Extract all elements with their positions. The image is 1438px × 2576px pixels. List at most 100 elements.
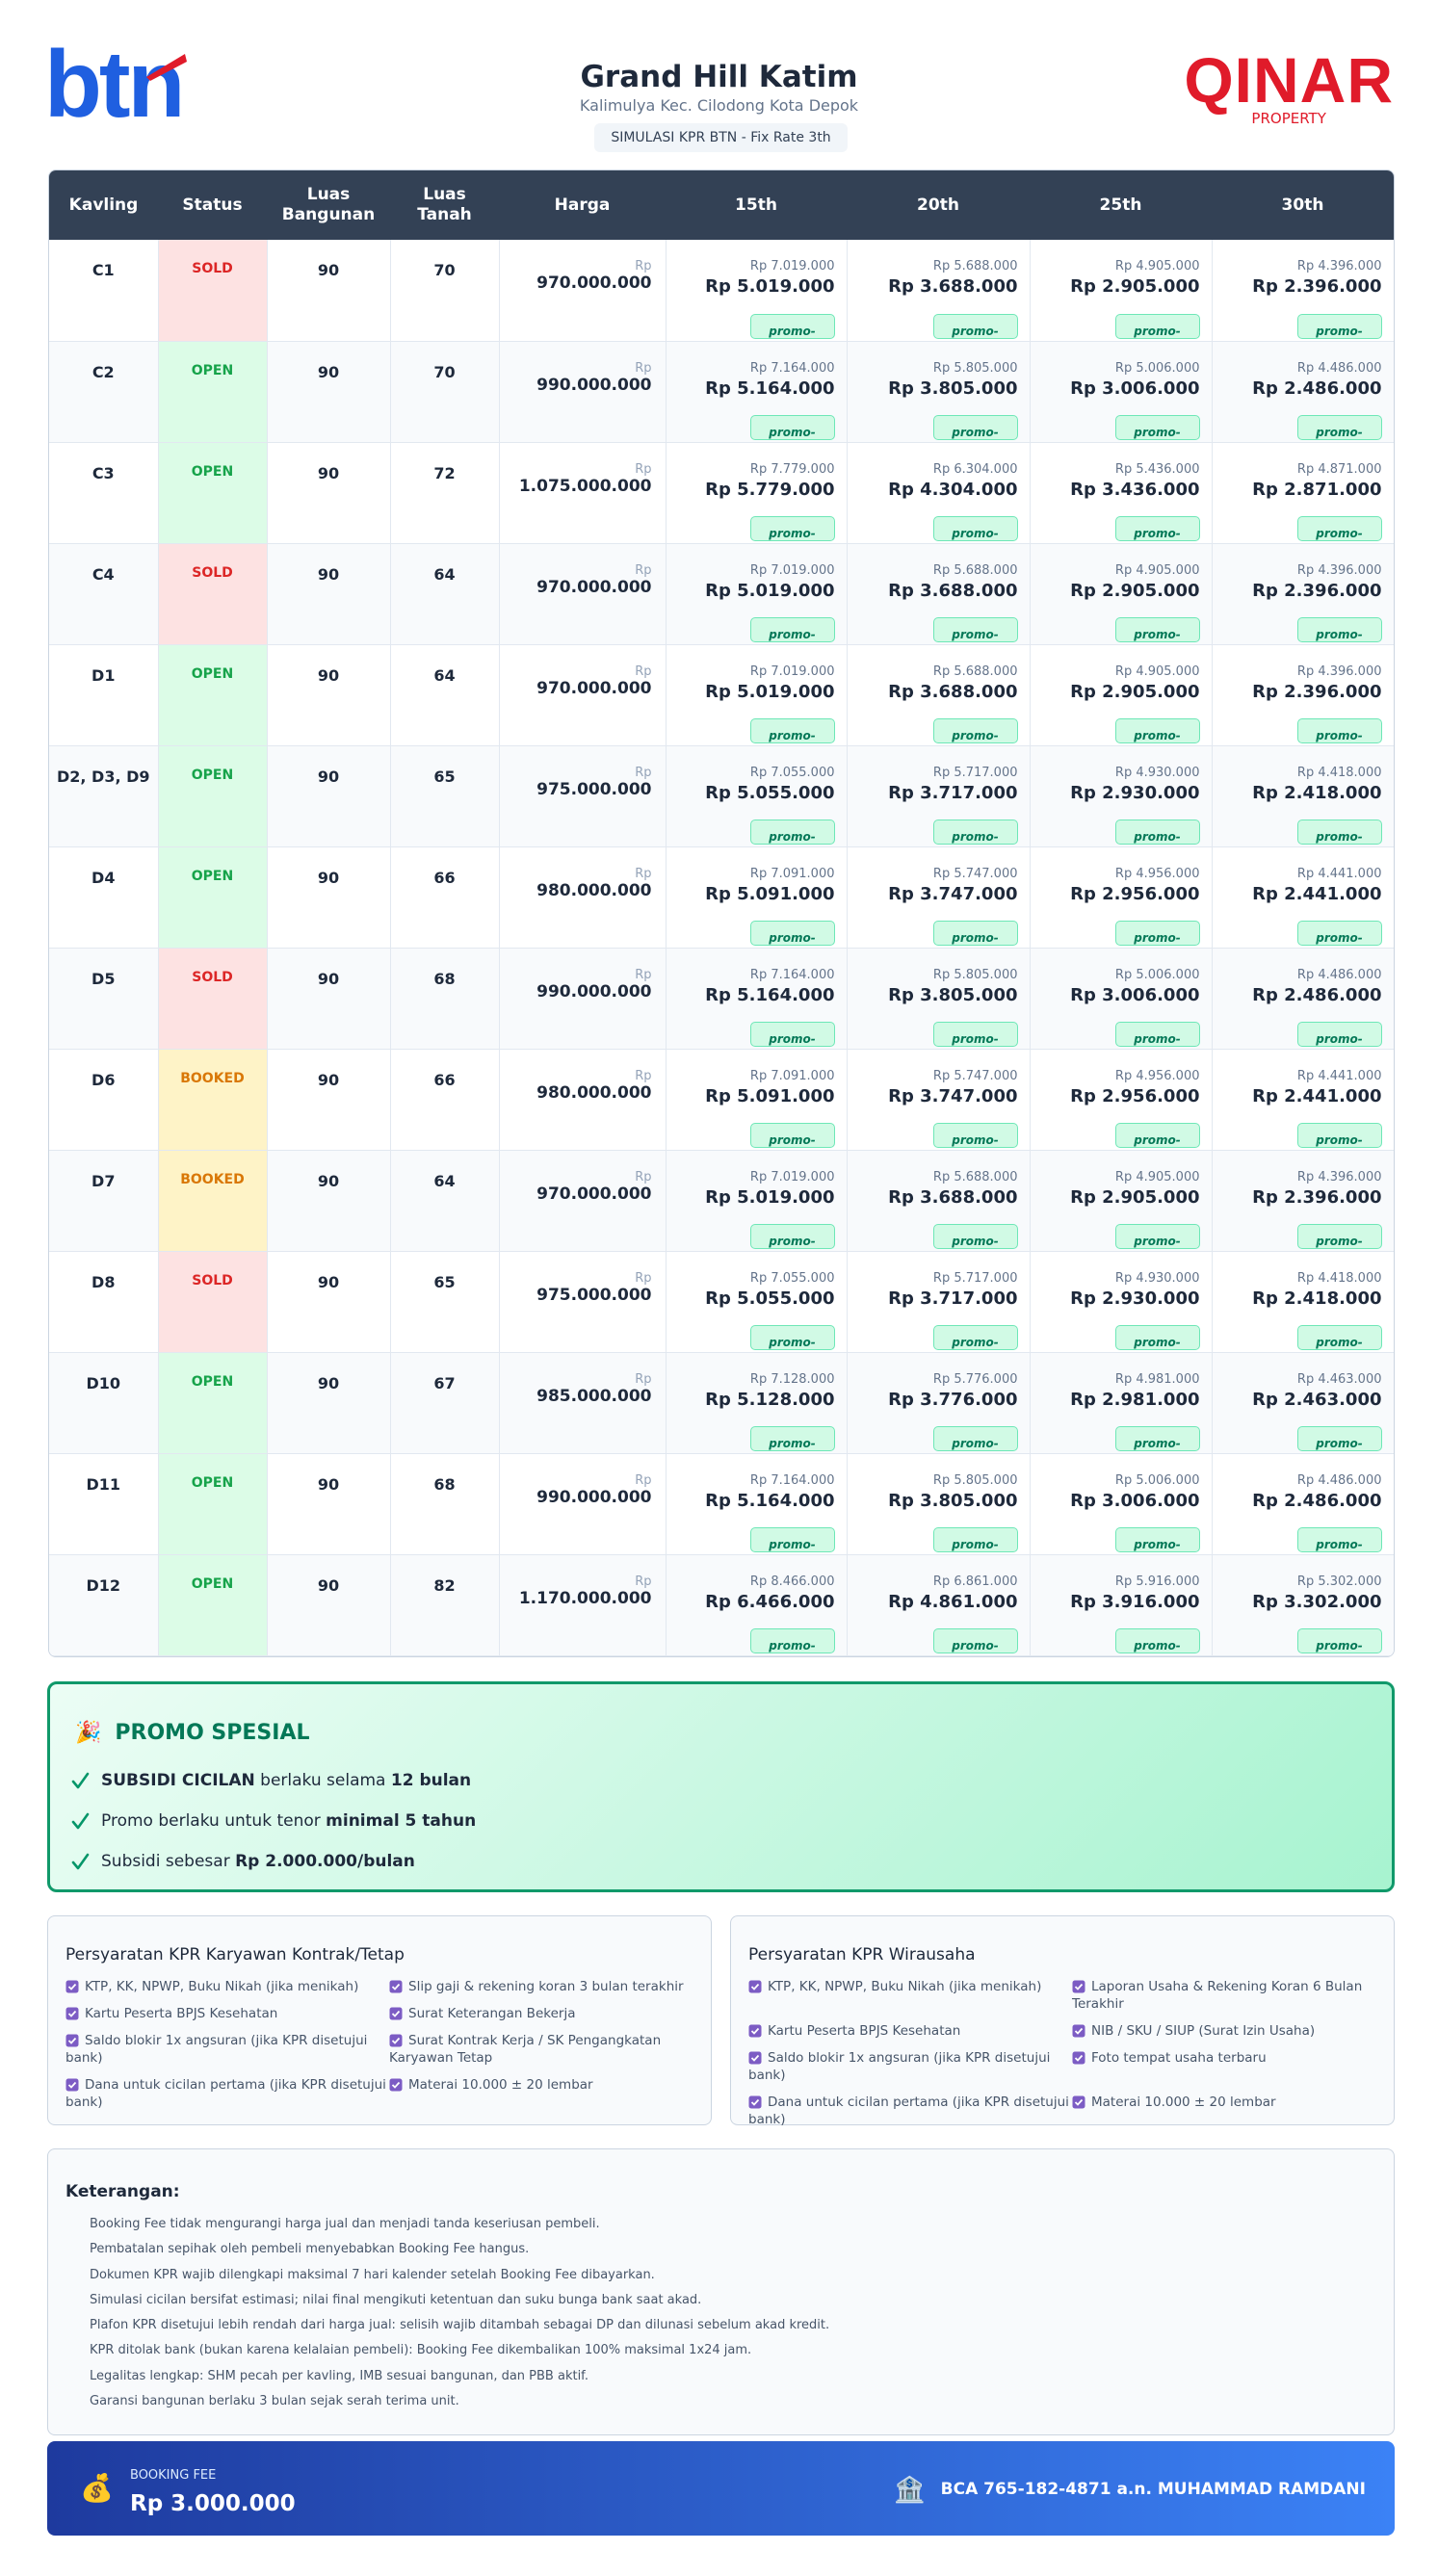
normal-installment: Rp 4.905.000 — [1114, 562, 1200, 578]
installment-cell: Rp 4.871.000 Rp 2.871.000 promo-12bln — [1212, 442, 1394, 544]
normal-installment: Rp 4.463.000 — [1296, 1371, 1382, 1387]
land-area-cell: 64 — [390, 1150, 500, 1252]
requirement-item: Surat Keterangan Bekerja — [389, 2005, 713, 2022]
status-cell: SOLD — [158, 948, 268, 1050]
normal-installment: Rp 5.006.000 — [1114, 967, 1200, 982]
price-cell: Rp 980.000.000 — [499, 1049, 667, 1151]
column-header: Kavling — [49, 170, 158, 240]
normal-installment: Rp 4.418.000 — [1296, 765, 1382, 780]
promo-badge: promo-12bln — [1114, 1021, 1200, 1047]
promo-text: Rp 2.000.000/bulan — [235, 1852, 415, 1871]
promo-badge: promo-12bln — [1296, 616, 1382, 642]
promo-badge: promo-12bln — [749, 1627, 835, 1653]
checkbox-icon — [1072, 1980, 1085, 1993]
land-area-cell: 70 — [390, 240, 500, 342]
requirement-item: KTP, KK, NPWP, Buku Nikah (jika menikah) — [65, 1978, 389, 1995]
promo-badge: promo-12bln — [1114, 1526, 1200, 1552]
kavling-cell: C3 — [49, 442, 159, 544]
promo-badge: promo-12bln — [932, 1021, 1018, 1047]
checkbox-icon — [389, 2034, 403, 2047]
price-currency: Rp — [635, 1270, 652, 1286]
normal-installment: Rp 7.779.000 — [749, 461, 835, 477]
booking-amount: Rp 3.000.000 — [130, 2491, 296, 2516]
checkbox-icon — [65, 1980, 79, 1993]
installment-cell: Rp 4.418.000 Rp 2.418.000 promo-12bln — [1212, 745, 1394, 847]
table-row: D12 OPEN 90 82 Rp 1.170.000.000 Rp 8.466.000 Rp… — [49, 1554, 1394, 1656]
requirements-title: Persyaratan KPR Karyawan Kontrak/Tetap — [65, 1945, 405, 1965]
promo-installment: Rp 4.861.000 — [888, 1591, 1018, 1612]
checkbox-icon — [748, 2095, 762, 2109]
installment-cell: Rp 7.019.000 Rp 5.019.000 promo-12bln — [666, 644, 848, 746]
promo-badge: promo-12bln — [749, 515, 835, 541]
checkbox-icon — [65, 2078, 79, 2092]
promo-installment: Rp 3.436.000 — [1070, 479, 1200, 500]
note-item: Booking Fee tidak mengurangi harga jual … — [90, 2217, 600, 2231]
promo-installment: Rp 2.905.000 — [1070, 580, 1200, 601]
requirement-item: Dana untuk cicilan pertama (jika KPR dis… — [748, 2094, 1072, 2128]
installment-cell: Rp 4.418.000 Rp 2.418.000 promo-12bln — [1212, 1251, 1394, 1353]
promo-badge: promo-12bln — [1114, 1627, 1200, 1653]
bank-account: 🏦 BCA 765-182-4871 a.n. MUHAMMAD RAMDANI — [894, 2476, 1366, 2505]
checkbox-icon — [65, 2034, 79, 2047]
normal-installment: Rp 4.396.000 — [1296, 562, 1382, 578]
requirement-item: Surat Kontrak Kerja / SK Pengangkatan Ka… — [389, 2032, 713, 2067]
price-cell: Rp 970.000.000 — [499, 240, 667, 342]
promo-badge: promo-12bln — [1114, 515, 1200, 541]
land-area-cell: 66 — [390, 846, 500, 949]
building-area-cell: 90 — [267, 644, 391, 746]
requirement-text: Laporan Usaha & Rekening Koran 6 Bulan T… — [1072, 1979, 1363, 2012]
installment-cell: Rp 5.436.000 Rp 3.436.000 promo-12bln — [1030, 442, 1213, 544]
status-cell: OPEN — [158, 1453, 268, 1555]
installment-cell: Rp 5.688.000 Rp 3.688.000 promo-12bln — [847, 1150, 1031, 1252]
check-icon — [71, 1853, 90, 1870]
normal-installment: Rp 5.805.000 — [932, 1472, 1018, 1488]
requirement-item: Foto tempat usaha terbaru — [1072, 2049, 1396, 2084]
installment-cell: Rp 4.956.000 Rp 2.956.000 promo-12bln — [1030, 846, 1213, 949]
installment-cell: Rp 8.466.000 Rp 6.466.000 promo-12bln — [666, 1554, 848, 1656]
installment-cell: Rp 5.688.000 Rp 3.688.000 promo-12bln — [847, 644, 1031, 746]
kavling-cell: D10 — [49, 1352, 159, 1454]
column-header: Status — [158, 170, 267, 240]
requirement-item: Saldo blokir 1x angsuran (jika KPR diset… — [65, 2032, 389, 2067]
status-cell: OPEN — [158, 1554, 268, 1656]
normal-installment: Rp 5.717.000 — [932, 765, 1018, 780]
normal-installment: Rp 4.396.000 — [1296, 259, 1382, 273]
installment-cell: Rp 4.905.000 Rp 2.905.000 promo-12bln — [1030, 543, 1213, 645]
booking-icon: 💰 — [80, 2472, 114, 2504]
requirements-list: KTP, KK, NPWP, Buku Nikah (jika menikah)… — [65, 1978, 693, 2111]
price-cell: Rp 975.000.000 — [499, 1251, 667, 1353]
price-currency: Rp — [635, 1169, 652, 1184]
normal-installment: Rp 6.861.000 — [932, 1574, 1018, 1589]
promo-badge: promo-12bln — [932, 515, 1018, 541]
badge: SIMULASI KPR BTN - Fix Rate 3th — [594, 123, 848, 152]
promo-installment: Rp 5.779.000 — [705, 479, 835, 500]
price-currency: Rp — [635, 1068, 652, 1083]
building-area-cell: 90 — [267, 948, 391, 1050]
requirement-text: KTP, KK, NPWP, Buku Nikah (jika menikah) — [85, 1979, 359, 1994]
promo-installment: Rp 5.055.000 — [705, 782, 835, 803]
status-cell: BOOKED — [158, 1049, 268, 1151]
header-row: Kavling Status Luas Bangunan Luas Tanah Harg… — [49, 170, 1394, 240]
logo-btn: btn — [44, 31, 185, 137]
requirement-item: Dana untuk cicilan pertama (jika KPR dis… — [65, 2076, 389, 2111]
status-cell: SOLD — [158, 1251, 268, 1353]
installment-cell: Rp 5.302.000 Rp 3.302.000 promo-12bln — [1212, 1554, 1394, 1656]
promo-badge: promo-12bln — [932, 616, 1018, 642]
normal-installment: Rp 4.905.000 — [1114, 259, 1200, 273]
normal-installment: Rp 4.486.000 — [1296, 967, 1382, 982]
note-item: Dokumen KPR wajib dilengkapi maksimal 7 … — [90, 2267, 655, 2282]
installment-cell: Rp 5.805.000 Rp 3.805.000 promo-12bln — [847, 1453, 1031, 1555]
promo-badge: promo-12bln — [749, 717, 835, 743]
requirements-list: KTP, KK, NPWP, Buku Nikah (jika menikah)… — [748, 1978, 1376, 2128]
land-area-cell: 65 — [390, 745, 500, 847]
requirements-title: Persyaratan KPR Wirausaha — [748, 1945, 976, 1965]
promo-installment: Rp 2.930.000 — [1070, 1288, 1200, 1309]
requirement-text: Foto tempat usaha terbaru — [1091, 2050, 1267, 2066]
installment-cell: Rp 4.441.000 Rp 2.441.000 promo-12bln — [1212, 846, 1394, 949]
installment-cell: Rp 5.776.000 Rp 3.776.000 promo-12bln — [847, 1352, 1031, 1454]
normal-installment: Rp 4.905.000 — [1114, 1169, 1200, 1184]
promo-badge: promo-12bln — [1296, 920, 1382, 946]
